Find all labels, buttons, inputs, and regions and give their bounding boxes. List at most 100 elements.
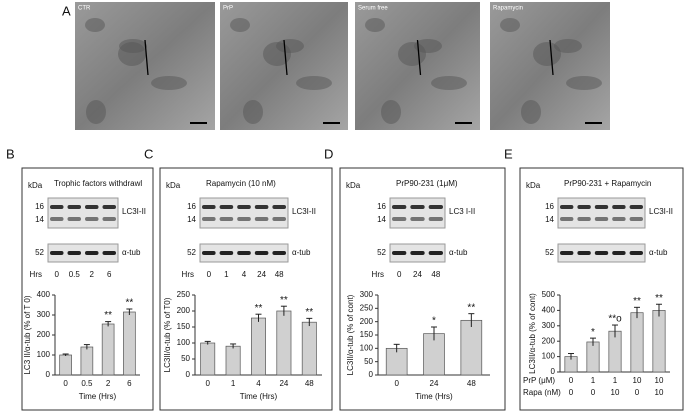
blot-title: Rapamycin (10 nM) bbox=[206, 179, 276, 188]
y-tick-label: 300 bbox=[542, 321, 556, 330]
band bbox=[629, 205, 643, 209]
band-label: α-tub bbox=[122, 248, 141, 257]
blot-title: PrP90-231 (1μM) bbox=[396, 179, 458, 188]
panel-letter: C bbox=[144, 146, 153, 161]
significance: ** bbox=[467, 302, 475, 313]
band bbox=[102, 205, 116, 209]
bar bbox=[101, 323, 115, 376]
band bbox=[85, 251, 99, 255]
y-tick-label: 100 bbox=[360, 343, 374, 352]
lane-label: 0 bbox=[207, 270, 212, 279]
x-tick-label: 24 bbox=[279, 379, 288, 388]
band bbox=[102, 217, 116, 221]
panel-letter: D bbox=[324, 146, 333, 161]
band bbox=[272, 217, 286, 221]
organelle bbox=[276, 39, 304, 53]
band-label: LC3I-II bbox=[649, 207, 673, 216]
kda-marker: 52 bbox=[545, 248, 554, 257]
blot bbox=[47, 197, 119, 229]
blot bbox=[557, 197, 646, 229]
band bbox=[272, 205, 286, 209]
band-label: α-tub bbox=[449, 248, 468, 257]
band bbox=[67, 205, 81, 209]
bar bbox=[586, 341, 600, 373]
bar bbox=[652, 310, 666, 373]
organelle bbox=[554, 39, 582, 53]
organelle bbox=[566, 76, 602, 90]
x-tick-label: 48 bbox=[467, 379, 476, 388]
blot bbox=[389, 197, 446, 229]
band bbox=[219, 205, 234, 209]
category-row-label: Rapa (nM) bbox=[523, 388, 561, 397]
y-tick-label: 0 bbox=[46, 370, 51, 379]
y-axis-label: LC3II/α-tub (% of cont) bbox=[346, 294, 355, 375]
x-tick-label: 2 bbox=[106, 379, 111, 388]
y-axis-label: LC3II/α-tub (% of cont) bbox=[528, 293, 537, 374]
band bbox=[428, 251, 443, 255]
significance: ** bbox=[655, 293, 663, 304]
bar bbox=[225, 345, 241, 376]
y-tick-label: 250 bbox=[177, 290, 191, 299]
organelle bbox=[365, 18, 385, 32]
kda-label: kDa bbox=[346, 181, 361, 190]
band bbox=[50, 205, 64, 209]
band bbox=[254, 217, 269, 221]
x-tick-label: 10 bbox=[611, 388, 620, 397]
band bbox=[254, 251, 269, 255]
panel-box bbox=[21, 167, 154, 411]
x-tick-label: 0 bbox=[394, 379, 399, 388]
band-label: LC3I-II bbox=[122, 207, 146, 216]
kda-marker: 52 bbox=[35, 248, 44, 257]
bar bbox=[200, 342, 216, 376]
significance: ** bbox=[305, 307, 313, 318]
panel-letter: E bbox=[504, 146, 513, 161]
x-tick-label: 6 bbox=[127, 379, 132, 388]
lane-label: 1 bbox=[224, 270, 229, 279]
y-axis-label: LC3II/α-tub (% of T0) bbox=[163, 297, 172, 372]
lane-label: 0 bbox=[397, 270, 402, 279]
kda-marker: 52 bbox=[187, 248, 196, 257]
category-row-label: PrP (μM) bbox=[523, 376, 555, 385]
bar bbox=[123, 311, 136, 376]
organelle bbox=[119, 39, 147, 53]
organelle bbox=[243, 100, 263, 124]
y-tick-label: 100 bbox=[37, 350, 51, 359]
band bbox=[85, 205, 99, 209]
significance: * bbox=[591, 327, 595, 338]
blot-title: PrP90-231 + Rapamycin bbox=[564, 179, 651, 188]
significance: ** bbox=[280, 295, 288, 306]
y-tick-label: 300 bbox=[37, 310, 51, 319]
significance: * bbox=[432, 316, 436, 327]
band bbox=[560, 251, 574, 255]
y-tick-label: 50 bbox=[181, 354, 190, 363]
band bbox=[202, 217, 216, 221]
bar bbox=[276, 310, 292, 376]
x-tick-label: 10 bbox=[655, 388, 664, 397]
bar bbox=[301, 321, 317, 376]
panel-letter: A bbox=[62, 3, 71, 18]
band bbox=[202, 251, 216, 255]
kda-marker: 16 bbox=[377, 202, 386, 211]
kda-label: kDa bbox=[526, 181, 541, 190]
band bbox=[577, 251, 591, 255]
band bbox=[237, 251, 251, 255]
kda-marker: 52 bbox=[377, 248, 386, 257]
band bbox=[237, 217, 251, 221]
kda-marker: 14 bbox=[35, 215, 44, 224]
lane-label: 4 bbox=[242, 270, 247, 279]
x-tick-label: 1 bbox=[591, 376, 596, 385]
blot-title: Trophic factors withdrawl bbox=[54, 179, 142, 188]
band bbox=[577, 205, 591, 209]
lane-label: 48 bbox=[431, 270, 440, 279]
micrograph-label: Serum free bbox=[358, 6, 388, 12]
band bbox=[237, 205, 251, 209]
lane-label: 0.5 bbox=[69, 270, 81, 279]
y-tick-label: 200 bbox=[542, 336, 556, 345]
kda-marker: 16 bbox=[187, 202, 196, 211]
band bbox=[612, 217, 626, 221]
y-tick-label: 100 bbox=[177, 338, 191, 347]
micrograph-label: CTR bbox=[78, 6, 91, 12]
panel-letter: B bbox=[6, 146, 15, 161]
lane-label: 24 bbox=[413, 270, 422, 279]
